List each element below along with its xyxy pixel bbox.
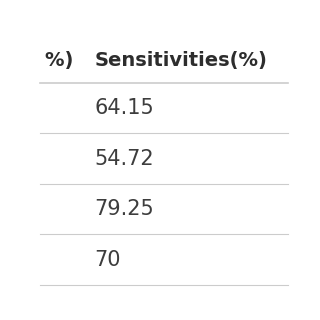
Text: 64.15: 64.15 — [95, 98, 154, 118]
Text: %): %) — [45, 51, 80, 70]
Text: 70: 70 — [95, 250, 121, 269]
Text: 54.72: 54.72 — [95, 148, 154, 169]
Text: 79.25: 79.25 — [95, 199, 154, 219]
Text: Sensitivities(%): Sensitivities(%) — [95, 51, 268, 70]
